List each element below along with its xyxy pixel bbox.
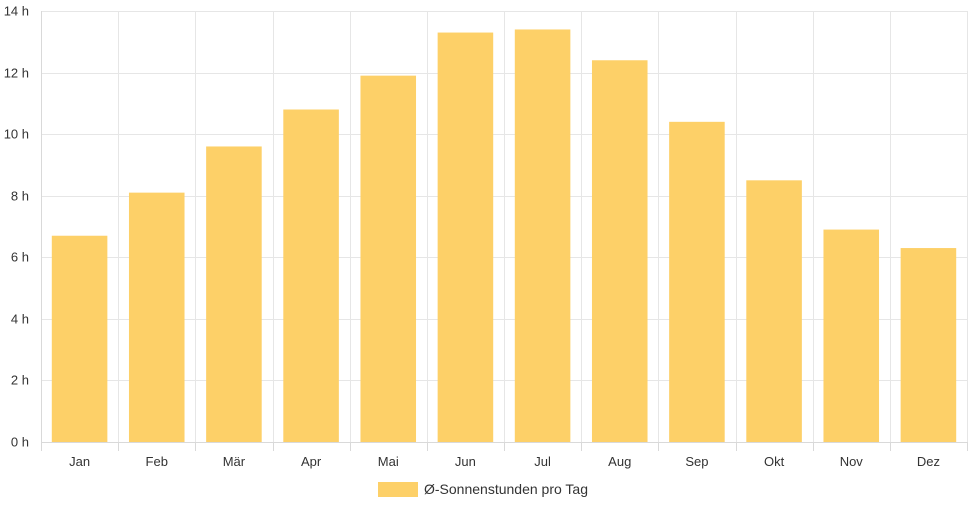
x-tick-label: Jun [455, 454, 476, 469]
bar-feb[interactable] [128, 192, 185, 442]
x-tick-label: Sep [685, 454, 708, 469]
x-tick-label: Feb [146, 454, 168, 469]
x-tick-label: Mai [378, 454, 399, 469]
x-tick-label: Apr [301, 454, 322, 469]
x-tick-label: Okt [764, 454, 785, 469]
legend[interactable]: Ø-Sonnenstunden pro Tag [378, 481, 588, 497]
bar-mai[interactable] [360, 75, 417, 443]
bar-apr[interactable] [283, 109, 339, 442]
x-axis-labels: Jan Feb Mär Apr Mai Jun Jul Aug Sep Okt Nov Dez [69, 454, 940, 469]
bar-sep[interactable] [669, 121, 725, 442]
y-tick-label: 6 h [11, 250, 29, 265]
bar-jun[interactable] [437, 32, 494, 443]
bar-dez[interactable] [900, 248, 957, 442]
x-tick-label: Mär [223, 454, 246, 469]
bar-mär[interactable] [206, 146, 262, 442]
x-tick-label: Nov [840, 454, 864, 469]
y-tick-label: 0 h [11, 435, 29, 450]
x-tick-label: Aug [608, 454, 631, 469]
y-tick-label: 12 h [4, 66, 29, 81]
chart-grid [41, 11, 968, 442]
chart-bars [51, 29, 957, 443]
legend-swatch[interactable] [378, 482, 418, 497]
bar-jan[interactable] [51, 235, 108, 442]
x-tick-label: Jan [69, 454, 90, 469]
bar-aug[interactable] [591, 60, 648, 442]
y-tick-label: 14 h [4, 4, 29, 19]
y-tick-label: 2 h [11, 373, 29, 388]
x-tick-label: Jul [534, 454, 551, 469]
y-tick-label: 10 h [4, 127, 29, 142]
x-tick-label: Dez [917, 454, 940, 469]
y-tick-label: 8 h [11, 189, 29, 204]
y-axis-labels: 0 h 2 h 4 h 6 h 8 h 10 h 12 h 14 h [4, 4, 29, 450]
bar-okt[interactable] [746, 180, 802, 442]
bar-jul[interactable] [514, 29, 571, 442]
y-tick-label: 4 h [11, 312, 29, 327]
bar-nov[interactable] [823, 229, 880, 442]
legend-label[interactable]: Ø-Sonnenstunden pro Tag [424, 481, 588, 497]
